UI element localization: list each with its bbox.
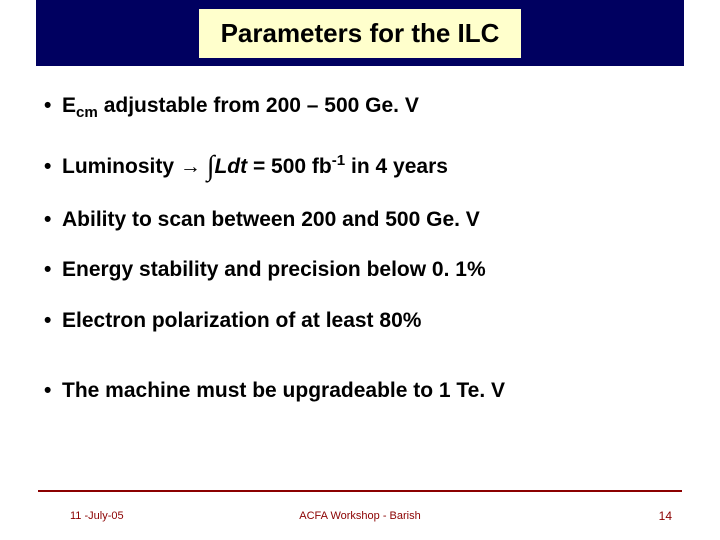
horizontal-rule	[38, 490, 682, 492]
slide-footer: 11 -July-05 ACFA Workshop - Barish 14	[0, 504, 720, 528]
integral-icon: ∫	[207, 151, 215, 182]
slide-body: • Ecm adjustable from 200 – 500 Ge. V • …	[44, 92, 680, 427]
bullet-text: Luminosity → ∫Ldt = 500 fb-1 in 4 years	[62, 146, 680, 184]
text-fragment: = 500 fb	[247, 155, 332, 178]
bullet-dot-icon: •	[44, 92, 62, 120]
slide: Parameters for the ILC • Ecm adjustable …	[0, 0, 720, 540]
slide-title: Parameters for the ILC	[199, 9, 522, 58]
footer-date: 11 -July-05	[70, 510, 124, 522]
bullet-text: Electron polarization of at least 80%	[62, 307, 680, 335]
text-fragment: adjustable from 200 – 500 Ge. V	[98, 94, 419, 117]
bullet-item: • Electron polarization of at least 80%	[44, 307, 680, 335]
spacer	[44, 357, 680, 377]
text-fragment: in 4 years	[345, 155, 448, 178]
footer-page-number: 14	[659, 509, 672, 523]
bullet-item: • Energy stability and precision below 0…	[44, 256, 680, 284]
bullet-text: Ability to scan between 200 and 500 Ge. …	[62, 206, 680, 234]
subscript: cm	[76, 104, 98, 121]
title-outer-box: Parameters for the ILC	[36, 0, 684, 66]
title-band: Parameters for the ILC	[36, 0, 684, 66]
bullet-text: Ecm adjustable from 200 – 500 Ge. V	[62, 92, 680, 124]
text-fragment: E	[62, 94, 76, 117]
text-fragment: Ldt	[214, 155, 247, 178]
bullet-text: The machine must be upgradeable to 1 Te.…	[62, 377, 680, 405]
bullet-dot-icon: •	[44, 307, 62, 335]
bullet-item: • Luminosity → ∫Ldt = 500 fb-1 in 4 year…	[44, 146, 680, 184]
bullet-item: • Ecm adjustable from 200 – 500 Ge. V	[44, 92, 680, 124]
superscript: -1	[332, 152, 345, 169]
bullet-text: Energy stability and precision below 0. …	[62, 256, 680, 284]
bullet-dot-icon: •	[44, 256, 62, 284]
text-fragment: Luminosity →	[62, 155, 207, 178]
bullet-dot-icon: •	[44, 206, 62, 234]
bullet-dot-icon: •	[44, 153, 62, 181]
bullet-dot-icon: •	[44, 377, 62, 405]
bullet-item: • Ability to scan between 200 and 500 Ge…	[44, 206, 680, 234]
bullet-item: • The machine must be upgradeable to 1 T…	[44, 377, 680, 405]
